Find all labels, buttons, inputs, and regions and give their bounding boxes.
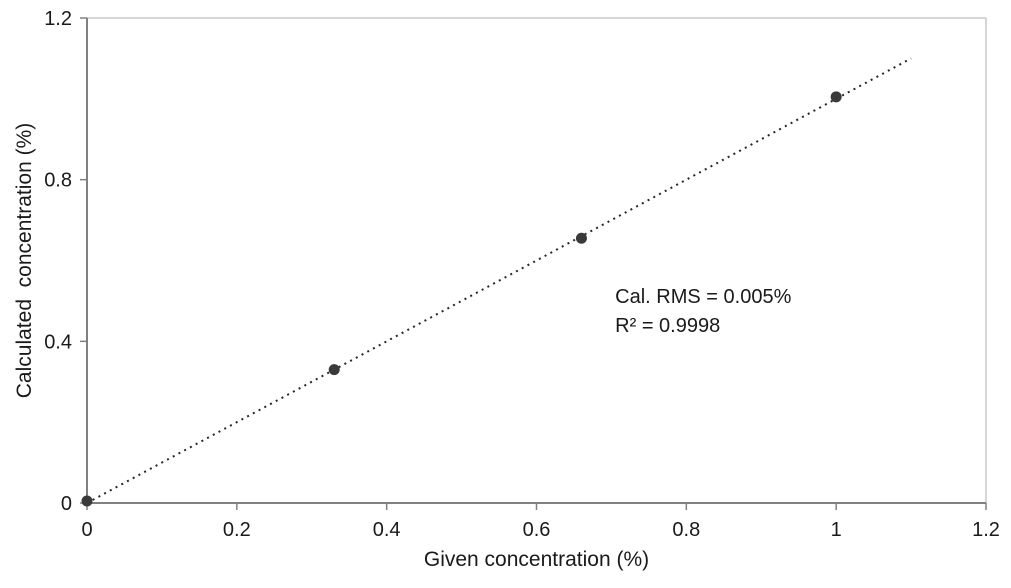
x-tick-label: 0.4 bbox=[373, 519, 401, 541]
data-point bbox=[81, 495, 93, 507]
annotation-line: R² = 0.9998 bbox=[615, 315, 720, 337]
y-tick-label: 0 bbox=[61, 493, 72, 515]
y-tick-label: 0.8 bbox=[44, 170, 72, 192]
x-tick-label: 0.8 bbox=[672, 519, 700, 541]
x-axis-title: Given concentration (%) bbox=[424, 548, 649, 571]
data-point bbox=[328, 364, 340, 376]
x-tick-label: 1.2 bbox=[972, 519, 1000, 541]
data-point bbox=[830, 91, 842, 103]
x-tick-label: 0.2 bbox=[223, 519, 251, 541]
annotation-line: Cal. RMS = 0.005% bbox=[615, 286, 791, 308]
y-tick-label: 1.2 bbox=[44, 8, 72, 30]
y-axis-title: Calculated concentration (%) bbox=[13, 123, 36, 398]
x-tick-label: 0 bbox=[81, 519, 92, 541]
trendline bbox=[86, 57, 912, 504]
x-tick-label: 0.6 bbox=[523, 519, 551, 541]
data-point bbox=[575, 232, 587, 244]
y-tick-label: 0.4 bbox=[44, 331, 72, 353]
x-tick-label: 1 bbox=[831, 519, 842, 541]
